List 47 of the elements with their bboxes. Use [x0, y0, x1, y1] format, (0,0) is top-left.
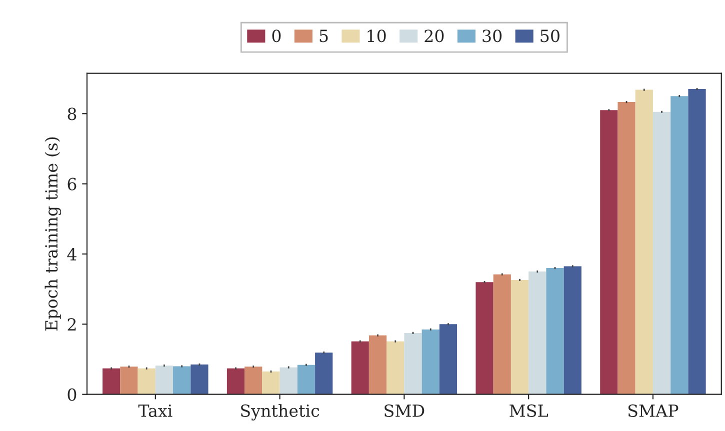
bar: [102, 368, 120, 394]
bar: [600, 110, 618, 394]
bar: [244, 366, 262, 394]
bar: [493, 274, 511, 394]
bar: [510, 280, 529, 394]
bar: [652, 112, 671, 394]
legend-label: 30: [482, 30, 502, 42]
x-tick-label: SMAP: [628, 404, 678, 417]
bar: [618, 102, 636, 394]
bar: [297, 364, 316, 394]
bar: [635, 90, 653, 394]
x-tick-label: SMD: [384, 404, 424, 417]
bar: [226, 368, 245, 394]
bar: [528, 272, 546, 394]
y-tick-label: 6: [68, 178, 76, 190]
bar: [439, 324, 458, 394]
y-tick-label: 2: [68, 318, 76, 331]
y-tick-label: 0: [68, 388, 76, 401]
bar: [173, 366, 191, 394]
legend-label: 0: [272, 30, 281, 42]
x-tick-label: Taxi: [138, 404, 172, 417]
bar: [315, 352, 333, 394]
legend-label: 20: [424, 30, 444, 42]
bar: [386, 341, 404, 394]
bar: [138, 368, 156, 394]
x-tick-label: Synthetic: [241, 404, 320, 420]
bar: [422, 329, 440, 394]
bar: [688, 89, 706, 394]
bar: [564, 266, 582, 394]
legend-label: 5: [320, 30, 328, 42]
bar: [546, 268, 564, 394]
legend-label: 50: [540, 30, 560, 42]
bar: [670, 96, 688, 394]
bar: [262, 372, 280, 394]
bar: [476, 282, 494, 394]
y-tick-label: 4: [67, 248, 76, 260]
x-tick-label: MSL: [510, 404, 548, 417]
bar: [280, 367, 298, 394]
bar: [120, 366, 138, 394]
bar: [190, 364, 208, 394]
legend-label: 10: [368, 30, 386, 42]
bar: [368, 335, 387, 394]
y-axis-title: Epoch training time (s): [44, 137, 62, 331]
bar: [404, 332, 422, 394]
bar: [155, 366, 174, 394]
y-tick-label: 8: [68, 108, 76, 120]
bar: [351, 341, 369, 394]
